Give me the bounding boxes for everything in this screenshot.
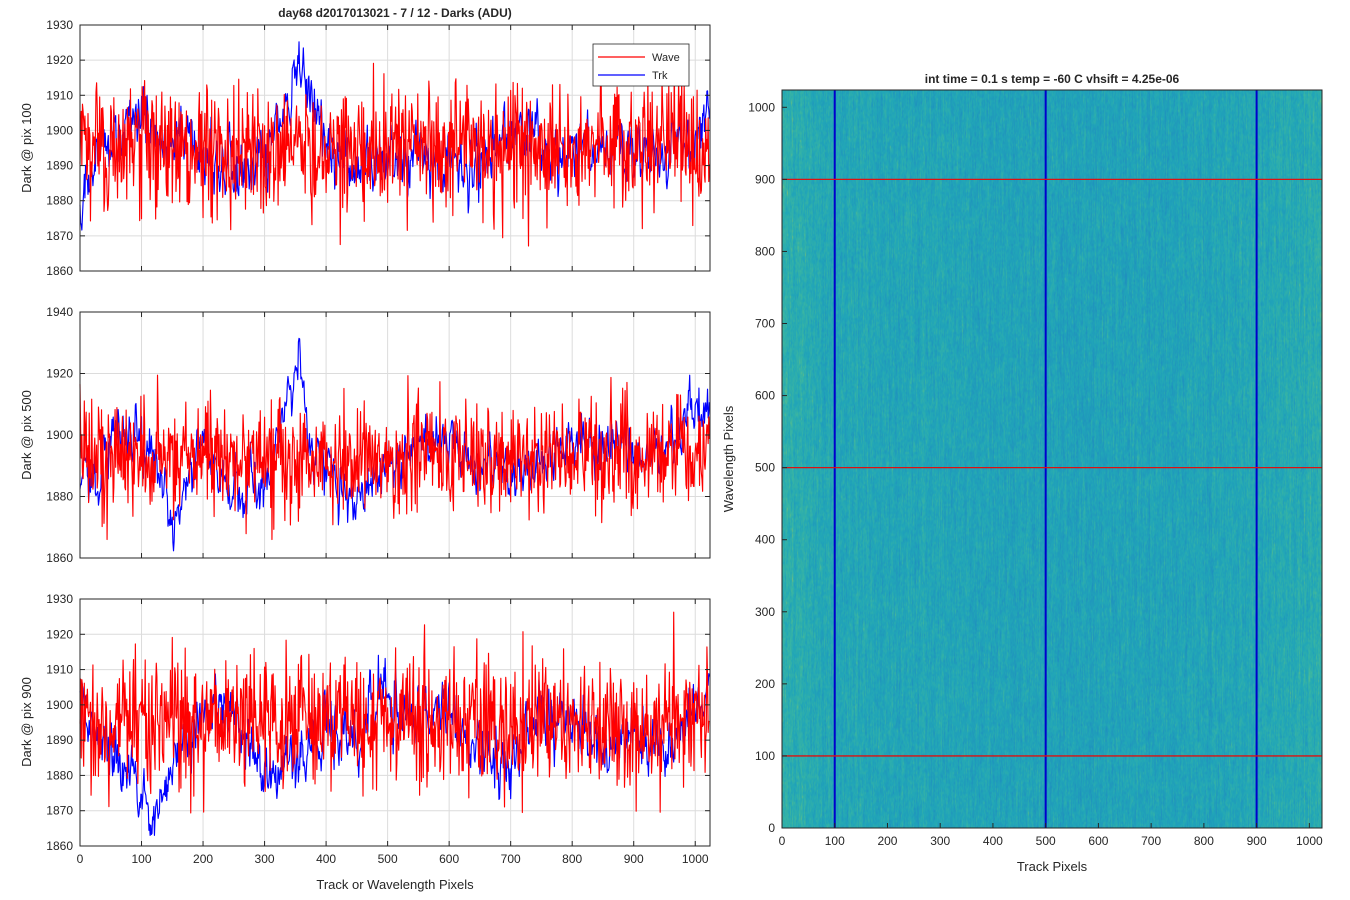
heatmap-ytick-label: 200 [755, 677, 775, 691]
heatmap-xtick-label: 800 [1194, 834, 1214, 848]
heatmap-ytick-label: 100 [755, 749, 775, 763]
panel3-ytick-label: 1910 [46, 663, 73, 677]
panel3-frame [79, 598, 711, 847]
heatmap-ytick-label: 400 [755, 533, 775, 547]
heatmap-ytick-label: 500 [755, 461, 775, 475]
panel3-ticks: 0 100 200 300 400 500 600 700 800 900 1000 1860 1870… [46, 592, 710, 866]
panel2-ytick-label: 1860 [46, 551, 73, 565]
panel3-series [79, 611, 710, 836]
panel2-ytick-label: 1880 [46, 490, 73, 504]
panel3-ytick-label: 1870 [46, 804, 73, 818]
panel3-ylabel: Dark @ pix 900 [19, 677, 34, 767]
heatmap-xtick-label: 400 [983, 834, 1003, 848]
heatmap-xtick-label: 900 [1247, 834, 1267, 848]
panel3-xtick-label: 400 [316, 852, 336, 866]
panel1-title: day68 d2017013021 - 7 / 12 - Darks (ADU) [278, 6, 511, 20]
heatmap-ytick-label: 800 [755, 244, 775, 258]
panel1-ytick-label: 1860 [46, 264, 73, 278]
panel2-series [79, 337, 710, 552]
panel3-xtick-label: 200 [193, 852, 213, 866]
panel3-ytick-label: 1890 [46, 733, 73, 747]
heatmap-ylabel: Wavelength Pixels [721, 405, 736, 512]
panel1-series [79, 41, 710, 247]
panel2-ytick-label: 1920 [46, 367, 73, 381]
heatmap-xtick-label: 500 [1036, 834, 1056, 848]
panel3-ytick-label: 1920 [46, 627, 73, 641]
panel3-xtick-label: 800 [562, 852, 582, 866]
panel2-ytick-label: 1900 [46, 428, 73, 442]
panel1-ytick-label: 1900 [46, 123, 73, 137]
panel3: 0 100 200 300 400 500 600 700 800 900 1000 1860 1870… [19, 592, 711, 892]
panel3-xtick-label: 600 [439, 852, 459, 866]
panel3-ytick-label: 1930 [46, 592, 73, 606]
panel3-xlabel: Track or Wavelength Pixels [316, 877, 474, 892]
panel3-xtick-label: 0 [77, 852, 84, 866]
heatmap-title: int time = 0.1 s temp = -60 C vhsift = 4… [925, 72, 1180, 86]
panel3-xtick-label: 1000 [682, 852, 709, 866]
panel1-ticks: 1860 1870 1880 1890 1900 1910 1920 1930 [46, 18, 710, 278]
panel3-xtick-label: 700 [501, 852, 521, 866]
panel3-ytick-label: 1860 [46, 839, 73, 853]
heatmap-xtick-label: 1000 [1296, 834, 1323, 848]
heatmap-xtick-label: 700 [1141, 834, 1161, 848]
panel2-ytick-label: 1940 [46, 305, 73, 319]
panel1: 1860 1870 1880 1890 1900 1910 1920 1930 Dark @ … [19, 18, 711, 278]
panel2-ticks: 1860 1880 1900 1920 1940 [46, 305, 710, 565]
panel1-series-wave [79, 57, 710, 247]
panel1-ytick-label: 1910 [46, 88, 73, 102]
legend-trk-label: Trk [652, 70, 668, 82]
heatmap-ticks: 0 100 200 300 400 500 600 700 800 900 1000 0 100 200 3… [748, 100, 1323, 848]
legend-wave-label: Wave [652, 52, 680, 64]
panel1-ytick-label: 1930 [46, 18, 73, 32]
panel3-xtick-label: 100 [132, 852, 152, 866]
heatmap-ytick-label: 700 [755, 317, 775, 331]
panel3-xtick-label: 500 [378, 852, 398, 866]
panel1-ytick-label: 1870 [46, 229, 73, 243]
heatmap-xtick-label: 0 [779, 834, 786, 848]
panel1-ytick-label: 1890 [46, 159, 73, 173]
heatmap-ytick-label: 0 [768, 821, 775, 835]
panel3-ytick-label: 1880 [46, 768, 73, 782]
panel3-ytick-label: 1900 [46, 698, 73, 712]
panel1-ytick-label: 1920 [46, 53, 73, 67]
panel2-ylabel: Dark @ pix 500 [19, 390, 34, 480]
panel2-series-wave [79, 374, 710, 541]
heatmap-ytick-label: 1000 [748, 100, 775, 114]
panel3-series-wave [79, 611, 710, 814]
heatmap-ytick-label: 600 [755, 389, 775, 403]
panel2: 1860 1880 1900 1920 1940 Dark @ pix 500 [19, 305, 711, 565]
heatmap-frame [781, 89, 1323, 829]
panel1-ytick-label: 1880 [46, 194, 73, 208]
heatmap-xtick-label: 100 [825, 834, 845, 848]
panel1-ylabel: Dark @ pix 100 [19, 103, 34, 193]
panel1-frame [79, 24, 711, 272]
panel1-legend: Wave Trk [592, 43, 690, 87]
heatmap-panel: int time = 0.1 s temp = -60 C vhsift = 4… [721, 72, 1323, 874]
heatmap-xtick-label: 600 [1088, 834, 1108, 848]
heatmap-xtick-label: 200 [877, 834, 897, 848]
heatmap-markers [782, 90, 1322, 828]
heatmap-image [782, 90, 1322, 828]
legend-box [592, 43, 690, 87]
panel3-xtick-label: 900 [624, 852, 644, 866]
heatmap-ytick-label: 300 [755, 605, 775, 619]
heatmap-xtick-label: 300 [930, 834, 950, 848]
panel3-xtick-label: 300 [255, 852, 275, 866]
heatmap-ytick-label: 900 [755, 172, 775, 186]
heatmap-xlabel: Track Pixels [1017, 859, 1088, 874]
